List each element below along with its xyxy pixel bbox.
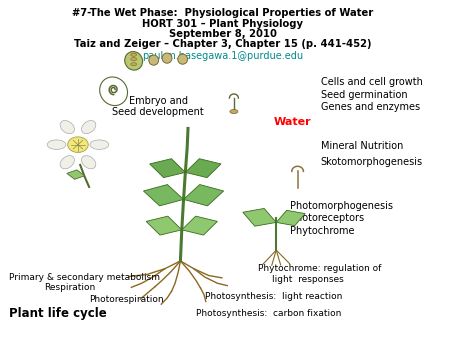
- Text: Phytochrome: regulation of: Phytochrome: regulation of: [258, 264, 382, 273]
- Text: Photomorphogenesis: Photomorphogenesis: [290, 200, 392, 211]
- Text: Seed germination: Seed germination: [321, 90, 407, 100]
- Text: Respiration: Respiration: [45, 284, 96, 292]
- Text: Photosynthesis:  light reaction: Photosynthesis: light reaction: [205, 292, 342, 301]
- Text: Phytochrome: Phytochrome: [290, 225, 354, 236]
- Ellipse shape: [81, 155, 96, 169]
- Ellipse shape: [60, 155, 74, 169]
- Text: Taiz and Zeiger – Chapter 3, Chapter 15 (p. 441-452): Taiz and Zeiger – Chapter 3, Chapter 15 …: [74, 39, 372, 49]
- Text: Photoreceptors: Photoreceptors: [290, 213, 364, 223]
- Text: light  responses: light responses: [272, 275, 343, 284]
- Ellipse shape: [162, 53, 172, 63]
- Text: Photosynthesis:  carbon fixation: Photosynthesis: carbon fixation: [196, 309, 342, 318]
- Ellipse shape: [90, 140, 109, 149]
- Text: Genes and enzymes: Genes and enzymes: [321, 102, 420, 113]
- Text: Cells and cell growth: Cells and cell growth: [321, 77, 423, 87]
- Ellipse shape: [125, 52, 143, 70]
- Text: Water: Water: [274, 117, 311, 127]
- Ellipse shape: [81, 121, 96, 134]
- Ellipse shape: [131, 63, 136, 66]
- Polygon shape: [276, 210, 305, 226]
- Text: HORT 301 – Plant Physiology: HORT 301 – Plant Physiology: [142, 19, 303, 29]
- Text: Plant life cycle: Plant life cycle: [9, 307, 107, 320]
- Polygon shape: [67, 170, 85, 179]
- Polygon shape: [182, 216, 217, 235]
- Text: Primary & secondary metabolism: Primary & secondary metabolism: [9, 273, 160, 282]
- Ellipse shape: [230, 110, 238, 114]
- Ellipse shape: [131, 58, 136, 61]
- Polygon shape: [144, 185, 184, 206]
- Polygon shape: [185, 159, 221, 178]
- Polygon shape: [243, 209, 276, 226]
- Text: Photorespiration: Photorespiration: [89, 295, 164, 304]
- Text: #7-The Wet Phase:  Physiological Properties of Water: #7-The Wet Phase: Physiological Properti…: [72, 8, 373, 19]
- Ellipse shape: [178, 54, 188, 64]
- Text: September 8, 2010: September 8, 2010: [169, 29, 277, 39]
- Polygon shape: [146, 216, 182, 235]
- Ellipse shape: [47, 140, 66, 149]
- Ellipse shape: [149, 55, 158, 65]
- Circle shape: [68, 137, 88, 152]
- Text: paul.m.hasegawa.1@purdue.edu: paul.m.hasegawa.1@purdue.edu: [142, 51, 303, 62]
- Polygon shape: [150, 159, 185, 178]
- Ellipse shape: [60, 121, 74, 134]
- Text: Mineral Nutrition: Mineral Nutrition: [321, 141, 403, 151]
- Text: Seed development: Seed development: [112, 107, 204, 117]
- Text: Embryo and: Embryo and: [129, 96, 188, 106]
- Polygon shape: [184, 185, 224, 206]
- Text: Skotomorphogenesis: Skotomorphogenesis: [321, 157, 423, 167]
- Ellipse shape: [131, 53, 136, 56]
